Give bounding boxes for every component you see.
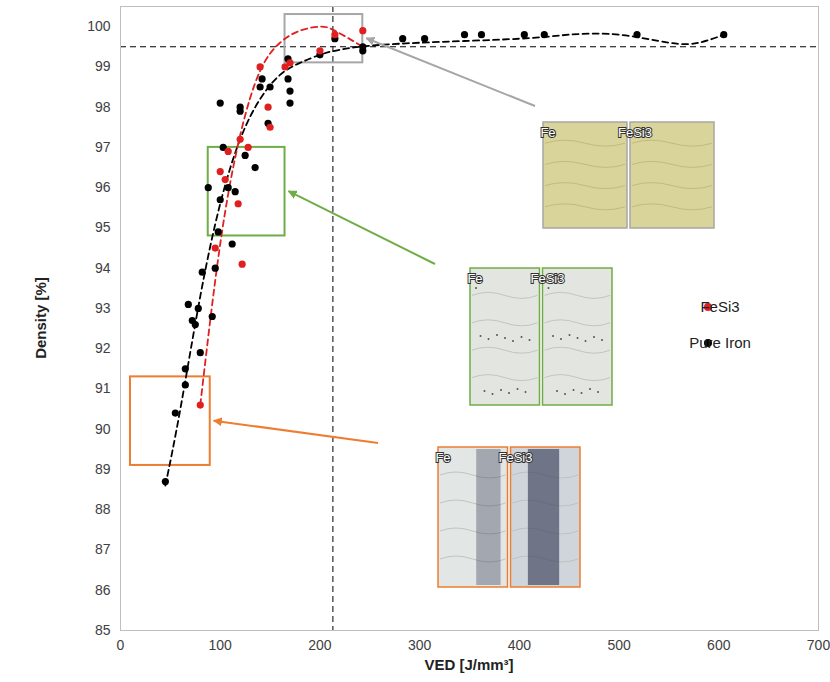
svg-text:Fe: Fe: [540, 125, 555, 140]
svg-text:Pure Iron: Pure Iron: [689, 334, 751, 351]
svg-text:100: 100: [87, 18, 111, 34]
svg-text:FeSi3: FeSi3: [531, 271, 565, 286]
svg-text:Fe: Fe: [435, 450, 450, 465]
svg-text:88: 88: [95, 501, 111, 517]
svg-text:93: 93: [95, 300, 111, 316]
svg-text:FeSi3: FeSi3: [499, 450, 533, 465]
svg-text:600: 600: [707, 637, 731, 653]
svg-text:87: 87: [95, 541, 111, 557]
svg-text:98: 98: [95, 99, 111, 115]
svg-text:400: 400: [508, 637, 532, 653]
svg-text:94: 94: [95, 260, 111, 276]
svg-text:700: 700: [807, 637, 830, 653]
svg-text:100: 100: [209, 637, 233, 653]
svg-text:Fe: Fe: [467, 271, 482, 286]
svg-text:99: 99: [95, 58, 111, 74]
svg-text:0: 0: [117, 637, 125, 653]
svg-text:92: 92: [95, 340, 111, 356]
svg-text:FeSi3: FeSi3: [700, 298, 739, 315]
svg-text:89: 89: [95, 461, 111, 477]
svg-text:FeSi3: FeSi3: [618, 125, 652, 140]
svg-text:Density [%]: Density [%]: [32, 277, 49, 359]
svg-text:86: 86: [95, 582, 111, 598]
svg-text:90: 90: [95, 421, 111, 437]
svg-text:300: 300: [408, 637, 432, 653]
svg-text:VED [J/mm³]: VED [J/mm³]: [424, 656, 513, 673]
svg-text:500: 500: [607, 637, 631, 653]
svg-text:91: 91: [95, 380, 111, 396]
svg-text:97: 97: [95, 139, 111, 155]
svg-text:96: 96: [95, 179, 111, 195]
svg-text:85: 85: [95, 622, 111, 638]
svg-text:95: 95: [95, 219, 111, 235]
svg-text:200: 200: [308, 637, 332, 653]
